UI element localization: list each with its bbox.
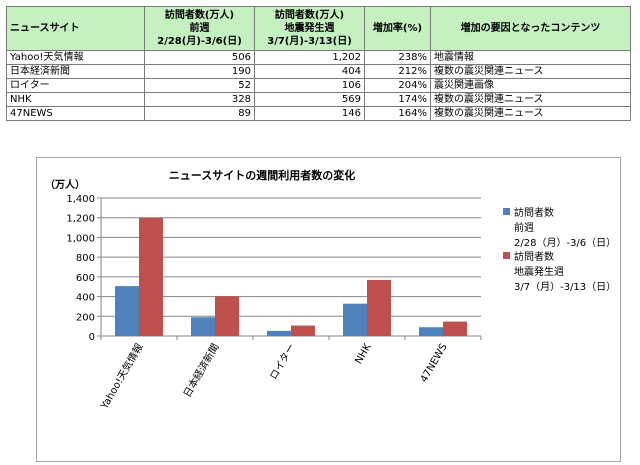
- x-tick-label: NHK: [353, 342, 374, 367]
- bar-before: [191, 317, 215, 336]
- y-tick-label: 0: [89, 332, 95, 343]
- content-cell: 複数の震災関連ニュース: [430, 64, 631, 79]
- table-row: Yahoo!天気情報 506 1,202 238% 地震情報: [6, 50, 631, 65]
- legend-label: 2/28（月）-3/6（日）: [514, 237, 616, 249]
- legend-label: 前週: [514, 221, 534, 234]
- bar-after: [367, 279, 391, 336]
- table-row: 日本経済新聞 190 404 212% 複数の震災関連ニュース: [6, 64, 631, 79]
- bar-chart: ニュースサイトの週間利用者数の変化 （万人） 0 200 400 600 800 1,000 1…: [45, 168, 616, 412]
- bar-before: [419, 327, 443, 336]
- site-cell: 日本経済新聞: [6, 64, 145, 79]
- content-cell: 地震情報: [430, 50, 631, 65]
- chart-area: ニュースサイトの週間利用者数の変化 （万人） 0 200 400 600 800 1,000 1…: [36, 157, 621, 462]
- bar-after: [139, 217, 163, 336]
- column-header: 訪問者数(万人) 地震発生週 3/7(月)-3/13(日): [254, 6, 365, 51]
- site-cell: ロイター: [6, 78, 145, 93]
- table-header-row: ニュースサイト 訪問者数(万人) 前週 2/28(月)-3/6(日) 訪問者数(万人) 地…: [6, 6, 631, 51]
- x-tick-label: ロイター: [267, 342, 297, 382]
- x-tick-label: 47NEWS: [419, 342, 450, 385]
- content-cell: 複数の震災関連ニュース: [430, 106, 631, 121]
- rate-cell: 204%: [364, 78, 431, 93]
- y-axis-label: （万人）: [45, 178, 85, 191]
- site-cell: 47NEWS: [6, 106, 145, 121]
- table-row: 47NEWS 89 146 164% 複数の震災関連ニュース: [6, 106, 631, 121]
- y-tick-label: 1,400: [66, 194, 95, 205]
- y-tick-label: 1,000: [66, 233, 95, 244]
- table-row: ロイター 52 106 204% 震災関連画像: [6, 78, 631, 93]
- column-header-line: 訪問者数(万人): [274, 10, 345, 21]
- column-header: 訪問者数(万人) 前週 2/28(月)-3/6(日): [144, 6, 255, 51]
- legend-label: 訪問者数: [514, 206, 554, 219]
- bar-before: [267, 330, 291, 336]
- column-header: 増加の要因となったコンテンツ: [430, 6, 631, 51]
- column-header-line: 訪問者数(万人): [164, 10, 235, 21]
- y-tick-label: 400: [76, 293, 95, 304]
- before-cell: 89: [144, 106, 255, 121]
- content-cell: 複数の震災関連ニュース: [430, 92, 631, 107]
- news-site-table: ニュースサイト 訪問者数(万人) 前週 2/28(月)-3/6(日) 訪問者数(万人) 地…: [6, 6, 631, 121]
- column-header-line: ニュースサイト: [10, 23, 80, 34]
- site-cell: Yahoo!天気情報: [6, 50, 145, 65]
- bar-after: [215, 296, 239, 336]
- bar-before: [115, 286, 139, 336]
- column-header-line: 増加の要因となったコンテンツ: [460, 23, 601, 34]
- y-tick-label: 200: [76, 312, 95, 323]
- after-cell: 1,202: [254, 50, 365, 65]
- x-tick-label: 日本経済新聞: [180, 341, 221, 399]
- column-header-line: 3/7(月)-3/13(日): [267, 36, 352, 47]
- y-tick-label: 1,200: [66, 214, 95, 225]
- column-header: 増加率(%): [364, 6, 431, 51]
- column-header-line: 地震発生週: [284, 23, 335, 34]
- rate-cell: 174%: [364, 92, 431, 107]
- bar-after: [291, 325, 315, 336]
- bar-before: [343, 303, 367, 336]
- column-header-line: 前週: [189, 23, 210, 34]
- before-cell: 506: [144, 50, 255, 65]
- legend-label: 地震発生週: [514, 265, 564, 278]
- before-cell: 52: [144, 78, 255, 93]
- content-cell: 震災関連画像: [430, 78, 631, 93]
- after-cell: 569: [254, 92, 365, 107]
- column-header: ニュースサイト: [6, 6, 145, 51]
- before-cell: 190: [144, 64, 255, 79]
- y-tick-label: 800: [76, 253, 95, 264]
- legend-swatch: [503, 252, 510, 259]
- after-cell: 404: [254, 64, 365, 79]
- before-cell: 328: [144, 92, 255, 107]
- legend-label: 訪問者数: [514, 250, 554, 263]
- y-tick-label: 600: [76, 273, 95, 284]
- x-tick-label: Yahoo!天気情報: [97, 341, 145, 412]
- bar-after: [443, 321, 467, 336]
- after-cell: 106: [254, 78, 365, 93]
- column-header-line: 増加率(%): [372, 23, 423, 34]
- after-cell: 146: [254, 106, 365, 121]
- rate-cell: 212%: [364, 64, 431, 79]
- rate-cell: 238%: [364, 50, 431, 65]
- site-cell: NHK: [6, 92, 145, 107]
- rate-cell: 164%: [364, 106, 431, 121]
- table-row: NHK 328 569 174% 複数の震災関連ニュース: [6, 92, 631, 107]
- column-header-line: 2/28(月)-3/6(日): [157, 36, 242, 47]
- legend-swatch: [503, 208, 510, 215]
- legend-label: 3/7（月）-3/13（日）: [514, 281, 616, 293]
- chart-title: ニュースサイトの週間利用者数の変化: [169, 168, 355, 182]
